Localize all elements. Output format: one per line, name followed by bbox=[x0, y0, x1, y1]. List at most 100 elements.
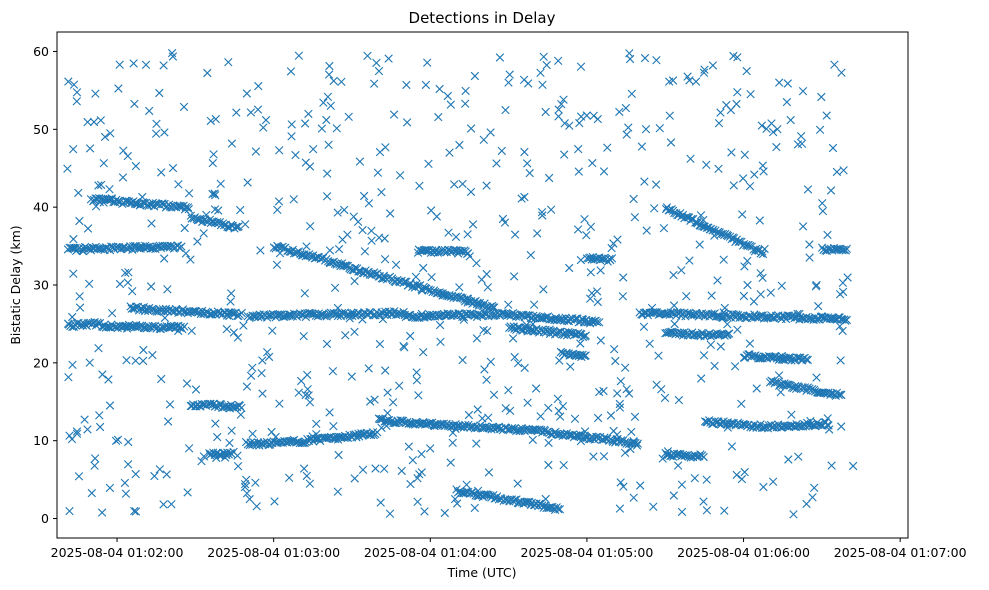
data-point bbox=[64, 373, 73, 382]
data-point bbox=[637, 142, 647, 151]
data-point bbox=[211, 114, 220, 124]
data-point bbox=[702, 475, 711, 484]
data-point bbox=[492, 159, 501, 168]
data-point bbox=[421, 80, 431, 90]
data-point bbox=[206, 116, 215, 126]
data-point bbox=[339, 433, 349, 442]
data-point bbox=[472, 439, 481, 448]
data-point bbox=[375, 415, 385, 424]
data-point bbox=[836, 356, 845, 365]
data-point bbox=[692, 218, 702, 227]
data-point bbox=[838, 326, 847, 336]
data-point bbox=[193, 237, 202, 246]
data-point bbox=[746, 90, 755, 99]
data-point bbox=[714, 119, 724, 128]
data-point bbox=[337, 77, 346, 86]
data-point bbox=[303, 370, 312, 380]
data-point bbox=[220, 453, 230, 462]
data-point bbox=[242, 489, 252, 498]
data-point bbox=[225, 311, 234, 321]
data-point bbox=[702, 160, 711, 169]
data-point bbox=[470, 71, 480, 81]
data-point bbox=[832, 167, 842, 177]
data-point bbox=[414, 391, 423, 400]
data-point bbox=[257, 369, 266, 378]
data-point bbox=[406, 331, 415, 341]
data-point bbox=[823, 414, 832, 423]
data-point bbox=[385, 509, 395, 518]
data-point bbox=[787, 410, 796, 419]
data-point bbox=[324, 70, 334, 79]
data-point bbox=[513, 359, 523, 368]
data-point bbox=[312, 430, 321, 439]
data-point bbox=[541, 107, 550, 117]
data-point bbox=[677, 507, 687, 517]
data-point bbox=[619, 273, 628, 282]
data-point bbox=[417, 449, 426, 459]
data-point bbox=[74, 188, 83, 198]
data-point bbox=[659, 224, 669, 233]
data-point bbox=[669, 491, 678, 500]
data-point bbox=[233, 333, 243, 342]
data-point bbox=[411, 272, 421, 281]
data-point bbox=[710, 361, 719, 371]
data-point bbox=[612, 430, 622, 439]
data-point bbox=[105, 483, 115, 493]
data-point bbox=[472, 259, 481, 268]
data-point bbox=[415, 470, 424, 479]
data-point bbox=[806, 416, 815, 426]
data-point bbox=[264, 352, 274, 362]
data-point bbox=[358, 465, 368, 474]
data-point bbox=[75, 292, 84, 301]
data-point bbox=[483, 283, 492, 292]
data-point bbox=[186, 255, 195, 264]
data-point bbox=[464, 410, 474, 420]
data-point bbox=[123, 278, 133, 287]
data-point bbox=[159, 500, 168, 509]
data-point bbox=[115, 279, 125, 289]
data-point bbox=[826, 314, 836, 323]
data-point bbox=[458, 179, 467, 189]
data-point bbox=[180, 223, 189, 233]
data-point bbox=[726, 105, 736, 115]
data-point bbox=[287, 132, 296, 141]
data-point bbox=[554, 112, 563, 121]
data-point bbox=[640, 53, 650, 63]
data-point bbox=[384, 415, 394, 425]
data-point bbox=[304, 109, 313, 119]
data-point bbox=[805, 253, 814, 262]
data-point bbox=[434, 112, 443, 122]
data-point bbox=[663, 447, 673, 456]
data-point bbox=[147, 219, 156, 228]
data-point bbox=[713, 276, 722, 285]
data-point bbox=[560, 119, 569, 128]
data-point bbox=[495, 53, 505, 62]
data-point bbox=[334, 450, 343, 460]
data-point bbox=[482, 375, 491, 384]
data-point bbox=[130, 99, 139, 109]
data-point bbox=[632, 441, 642, 450]
data-point bbox=[83, 117, 92, 127]
data-point bbox=[380, 234, 389, 243]
data-point bbox=[670, 319, 679, 329]
data-point bbox=[733, 325, 742, 334]
data-point bbox=[341, 261, 350, 270]
data-point bbox=[242, 382, 252, 391]
data-point bbox=[652, 380, 661, 389]
data-point bbox=[305, 162, 315, 171]
data-point bbox=[254, 81, 263, 91]
data-point bbox=[381, 366, 390, 375]
data-point bbox=[565, 263, 574, 273]
data-point bbox=[777, 281, 786, 290]
data-point bbox=[91, 202, 101, 211]
data-point bbox=[812, 373, 821, 382]
data-point bbox=[63, 164, 72, 173]
data-point bbox=[528, 435, 537, 445]
data-point bbox=[842, 244, 851, 253]
data-point bbox=[823, 230, 832, 240]
data-point bbox=[333, 487, 342, 496]
data-point bbox=[783, 380, 792, 389]
data-point bbox=[691, 77, 701, 86]
data-point bbox=[607, 254, 617, 263]
data-point bbox=[564, 430, 573, 439]
